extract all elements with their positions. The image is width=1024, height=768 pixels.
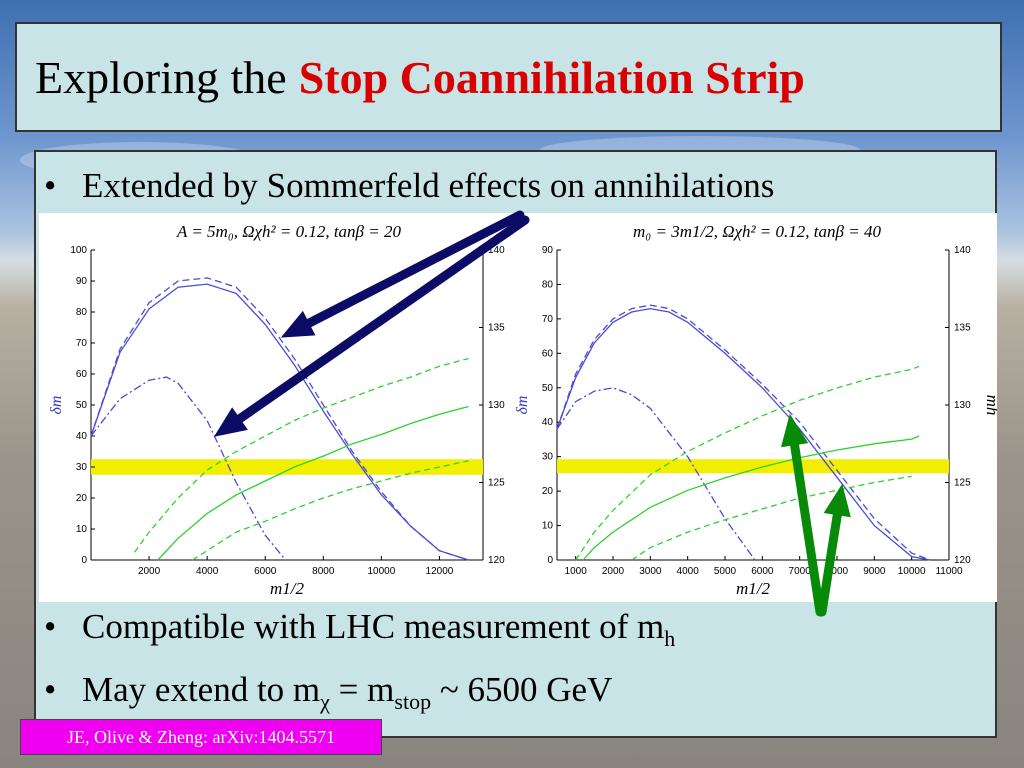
series-blue-dashdot [90,376,287,561]
x-axis-label: m1/2 [736,579,771,598]
y-tick-label: 10 [76,524,88,535]
title-highlight: Stop Coannihilation Strip [298,51,805,103]
figure-svg: A = 5m₀, Ωχh² = 0.12, tanβ = 20 0 10 20 30 40… [48,222,997,598]
bullet-3-sub-stop: stop [394,689,432,714]
bullet-3-mid: = m [329,670,395,709]
series-green-dashed-upper [134,357,469,553]
x-tick-label: 8000 [826,566,849,577]
chart-panel-2: m₀ = 3m1/2, Ωχh² = 0.12, tanβ = 40 0 10 20 3… [514,222,997,598]
citation-label: JE, Olive & Zheng: arXiv:1404.5571 [20,719,382,755]
series-blue-dashed [556,304,931,561]
y-tick-label: 100 [70,245,87,256]
series-blue-solid [90,283,469,561]
y-tick-label: 80 [542,279,554,290]
y-tick-label: 60 [76,369,88,380]
y2-tick-label: 130 [488,400,505,411]
series-blue-dashdot [556,387,756,561]
y2-tick-label: 135 [488,323,505,334]
y-tick-label: 20 [542,486,554,497]
bullet-3-sub-chi: χ [320,689,330,714]
y-tick-label: 90 [76,276,88,287]
bullet-2: • Compatible with LHC measurement of mh [44,607,676,651]
bullet-3: • May extend to mχ = mstop ~ 6500 GeV [44,670,613,714]
series-green-dashed-lower [192,460,469,561]
series-blue-dashed [90,277,469,561]
title-prefix: Exploring the [35,51,287,103]
y-tick-label: 20 [76,493,88,504]
series-green-solid [157,405,469,561]
x-tick-label: 1000 [565,566,588,577]
bullet-3-post: ~ 6500 GeV [431,670,613,709]
x-tick-label: 10000 [898,566,926,577]
x-tick-label: 2000 [602,566,625,577]
series-blue-solid [556,307,931,561]
x-tick-label: 11000 [935,566,963,577]
series-green-solid [582,435,920,561]
slide-title: Exploring the Stop Coannihilation Strip [15,22,1002,132]
x-tick-label: 6000 [751,566,774,577]
y-tick-label: 50 [76,400,88,411]
paper-figure: A = 5m₀, Ωχh² = 0.12, tanβ = 20 0 10 20 30 40… [39,213,997,602]
bullet-2-sub: h [664,626,676,651]
x-tick-label: 9000 [863,566,886,577]
bullet-2-text: Compatible with LHC measurement of m [82,607,665,646]
y2-tick-label: 140 [954,245,971,256]
y-tick-label: 60 [542,348,554,359]
y-tick-label: 50 [542,383,554,394]
chart-title: m₀ = 3m1/2, Ωχh² = 0.12, tanβ = 40 [633,222,881,241]
bullet-3-pre: May extend to m [82,670,321,709]
y-tick-label: 70 [542,314,554,325]
x-tick-label: 7000 [789,566,812,577]
mh-band [91,459,483,475]
y2-tick-label: 120 [488,555,505,566]
x-axis-label: m1/2 [270,579,305,598]
x-tick-label: 8000 [312,566,335,577]
y2-tick-label: 130 [954,400,971,411]
y-tick-label: 0 [81,555,87,566]
y-tick-label: 80 [76,307,88,318]
y-axis-label: δm [48,396,65,415]
y-tick-label: 30 [76,462,88,473]
y-tick-label: 90 [542,245,554,256]
chart-title: A = 5m₀, Ωχh² = 0.12, tanβ = 20 [176,222,401,241]
chart-panel-1: A = 5m₀, Ωχh² = 0.12, tanβ = 20 0 10 20 30 40… [48,222,505,598]
y-axis-label: δm [514,396,531,415]
y2-tick-label: 125 [488,478,505,489]
x-tick-label: 5000 [714,566,737,577]
y-tick-label: 10 [542,521,554,532]
bullet-1: • Extended by Sommerfeld effects on annih… [44,166,775,205]
y-tick-label: 30 [542,452,554,463]
y2-tick-label: 135 [954,323,971,334]
y-tick-label: 0 [547,555,553,566]
x-tick-label: 10000 [367,566,395,577]
y-tick-label: 40 [76,431,88,442]
x-tick-label: 12000 [426,566,454,577]
series-green-dashed-upper [575,365,920,561]
x-tick-label: 4000 [196,566,219,577]
y2-tick-label: 120 [954,555,971,566]
x-tick-label: 6000 [254,566,277,577]
x-tick-label: 4000 [677,566,700,577]
x-tick-label: 2000 [138,566,161,577]
series-green-dashed-lower [631,475,912,561]
x-tick-label: 3000 [639,566,662,577]
y-tick-label: 40 [542,417,554,428]
y2-tick-label: 140 [488,245,505,256]
mh-band [557,459,949,474]
y2-tick-label: 125 [954,478,971,489]
y2-axis-label: mh [983,395,997,416]
y-tick-label: 70 [76,338,88,349]
bullet-1-text: Extended by Sommerfeld effects on annihi… [82,166,775,205]
